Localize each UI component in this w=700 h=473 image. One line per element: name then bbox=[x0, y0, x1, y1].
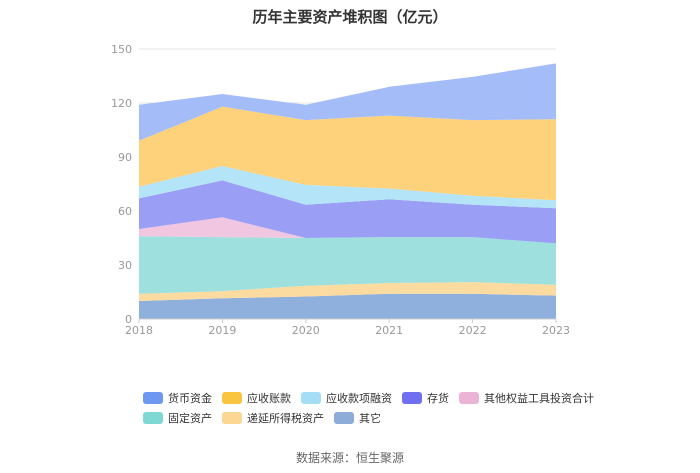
legend-swatch bbox=[402, 392, 422, 404]
legend-swatch bbox=[301, 392, 321, 404]
legend-label: 其他权益工具投资合计 bbox=[484, 392, 594, 405]
legend-swatch bbox=[459, 392, 479, 404]
x-tick-label: 2023 bbox=[542, 324, 570, 337]
legend-item[interactable]: 存货 bbox=[402, 390, 449, 406]
y-tick-label: 150 bbox=[111, 43, 132, 56]
legend-item[interactable]: 递延所得税资产 bbox=[222, 410, 324, 426]
legend-item[interactable]: 其它 bbox=[334, 410, 381, 426]
x-tick-label: 2022 bbox=[459, 324, 487, 337]
legend-label: 应收款项融资 bbox=[326, 392, 392, 405]
area-series-group bbox=[139, 63, 556, 319]
legend: 货币资金 应收账款 应收款项融资 存货 其他权益工具投资合计 固定资产 递延所得税资产 其它 bbox=[143, 388, 594, 428]
x-tick-label: 2018 bbox=[125, 324, 153, 337]
legend-label: 递延所得税资产 bbox=[247, 412, 324, 425]
area-series bbox=[139, 293, 556, 319]
area-series bbox=[139, 106, 556, 201]
legend-label: 其它 bbox=[359, 412, 381, 425]
area-series bbox=[139, 166, 556, 209]
x-tick-label: 2021 bbox=[375, 324, 403, 337]
legend-label: 固定资产 bbox=[168, 412, 212, 425]
legend-label: 货币资金 bbox=[168, 392, 212, 405]
legend-row-1: 货币资金 应收账款 应收款项融资 存货 其他权益工具投资合计 bbox=[143, 388, 594, 408]
legend-item[interactable]: 应收款项融资 bbox=[301, 390, 392, 406]
legend-swatch bbox=[143, 412, 163, 424]
axes: 0 30 60 90 120 150 2018 2019 2020 2021 2022 2023 bbox=[111, 43, 570, 337]
legend-swatch bbox=[334, 412, 354, 424]
legend-swatch bbox=[143, 392, 163, 404]
y-tick-label: 60 bbox=[118, 205, 132, 218]
area-series bbox=[139, 63, 556, 141]
area-series bbox=[139, 180, 556, 244]
legend-label: 应收账款 bbox=[247, 392, 291, 405]
legend-item[interactable]: 应收账款 bbox=[222, 390, 291, 406]
legend-item[interactable]: 其他权益工具投资合计 bbox=[459, 390, 594, 406]
y-tick-label: 120 bbox=[111, 97, 132, 110]
legend-swatch bbox=[222, 392, 242, 404]
area-series bbox=[139, 217, 556, 244]
x-tick-label: 2019 bbox=[208, 324, 236, 337]
y-tick-label: 30 bbox=[118, 259, 132, 272]
legend-item[interactable]: 货币资金 bbox=[143, 390, 212, 406]
area-series bbox=[139, 282, 556, 301]
chart-title: 历年主要资产堆积图（亿元） bbox=[252, 8, 448, 26]
y-tick-label: 90 bbox=[118, 151, 132, 164]
legend-row-2: 固定资产 递延所得税资产 其它 bbox=[143, 408, 583, 428]
area-series bbox=[139, 236, 556, 294]
legend-item[interactable]: 固定资产 bbox=[143, 410, 212, 426]
data-source-note: 数据来源：恒生聚源 bbox=[295, 451, 404, 465]
x-tick-label: 2020 bbox=[292, 324, 320, 337]
legend-swatch bbox=[222, 412, 242, 424]
legend-label: 存货 bbox=[427, 392, 449, 405]
y-tick-label: 0 bbox=[125, 313, 132, 326]
